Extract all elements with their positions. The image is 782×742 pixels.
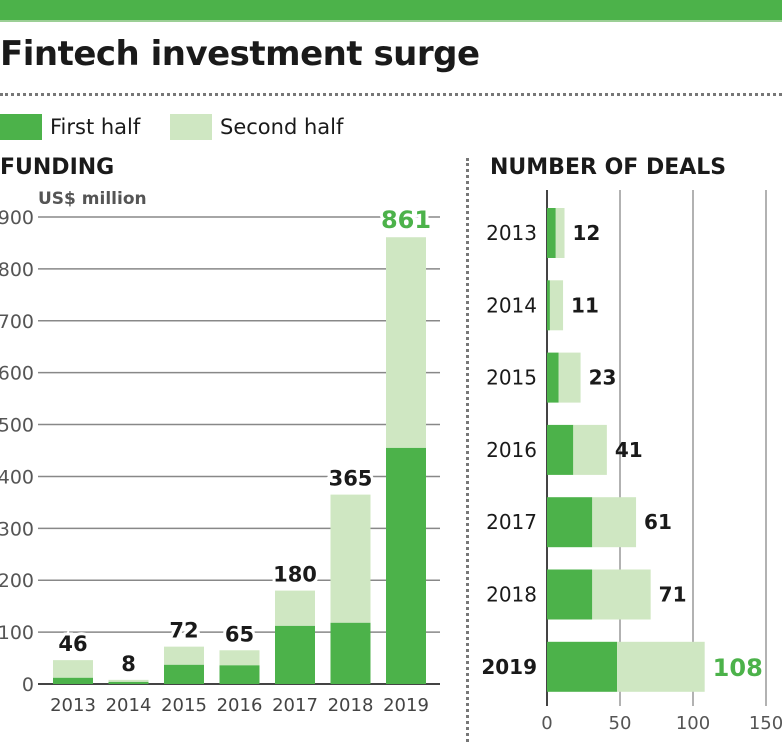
legend-first-half: First half xyxy=(0,113,140,141)
deals-total-label: 41 xyxy=(615,438,643,462)
funding-total-label: 861 xyxy=(381,206,431,234)
deals-bar-first-half xyxy=(547,569,593,620)
deals-total-label: 108 xyxy=(713,654,763,682)
funding-bar-second-half xyxy=(53,660,93,678)
funding-xtick-label: 2018 xyxy=(328,695,374,716)
funding-bar-second-half xyxy=(386,237,426,448)
deals-bar-first-half xyxy=(547,497,593,548)
funding-xtick-label: 2013 xyxy=(50,695,96,716)
deals-chart: 0 50 100 150 12 2013 11 2014 23 2015 41 2016 61 2017 7… xyxy=(481,190,782,734)
deals-category-label: 2014 xyxy=(486,293,537,317)
deals-bar-second-half xyxy=(573,424,607,475)
deals-bar-second-half xyxy=(592,569,651,620)
funding-bar-second-half xyxy=(330,494,371,623)
top-accent-line xyxy=(0,20,782,22)
deals-category-label: 2015 xyxy=(486,366,537,390)
funding-ytick-label: 500 xyxy=(0,415,34,437)
funding-bar-first-half xyxy=(53,677,93,684)
deals-category-label: 2013 xyxy=(486,221,537,245)
legend-swatch-first-half xyxy=(0,114,42,140)
legend-second-half: Second half xyxy=(170,113,343,141)
funding-xtick-label: 2017 xyxy=(272,695,318,716)
funding-ytick-label: 900 xyxy=(0,207,34,229)
funding-bar-second-half xyxy=(164,646,204,665)
funding-xtick-label: 2015 xyxy=(161,695,207,716)
legend-label-second-half: Second half xyxy=(220,115,344,139)
funding-xtick-label: 2014 xyxy=(106,695,152,716)
deals-bar-first-half xyxy=(547,280,550,331)
panel-divider xyxy=(466,158,469,742)
funding-ytick-label: 100 xyxy=(0,622,34,644)
deals-xtick-label: 0 xyxy=(541,713,552,734)
deals-bar-first-half xyxy=(547,641,618,692)
deals-category-label: 2017 xyxy=(486,510,537,534)
chart-title: Fintech investment surge xyxy=(0,34,480,74)
deals-bar-first-half xyxy=(547,352,559,403)
funding-ytick-label: 0 xyxy=(22,674,34,696)
funding-ytick-label: 800 xyxy=(0,259,34,281)
deals-total-label: 71 xyxy=(659,583,687,607)
funding-title: FUNDING xyxy=(0,155,115,180)
deals-bar-first-half xyxy=(547,208,556,258)
funding-bar-first-half xyxy=(275,625,315,684)
funding-ytick-label: 200 xyxy=(0,570,34,592)
top-accent-bar xyxy=(0,0,782,20)
deals-bar-second-half xyxy=(555,208,565,258)
deals-total-label: 61 xyxy=(644,510,672,534)
funding-bar-first-half xyxy=(386,447,426,684)
legend-swatch-second-half xyxy=(170,114,212,140)
legend-label-first-half: First half xyxy=(50,115,141,139)
funding-total-label: 8 xyxy=(121,652,136,676)
title-divider xyxy=(0,93,782,96)
deals-total-label: 23 xyxy=(589,366,617,390)
deals-bar-second-half xyxy=(592,497,637,548)
funding-xtick-label: 2019 xyxy=(383,695,429,716)
funding-bar-first-half xyxy=(219,665,260,684)
deals-xtick-label: 100 xyxy=(676,713,710,734)
deals-bar-second-half xyxy=(617,641,705,692)
funding-ytick-label: 300 xyxy=(0,518,34,540)
deals-title: NUMBER OF DEALS xyxy=(490,155,727,180)
funding-total-label: 46 xyxy=(58,632,87,656)
funding-total-label: 180 xyxy=(273,563,317,587)
funding-ytick-label: 700 xyxy=(0,311,34,333)
funding-bar-second-half xyxy=(219,650,260,666)
funding-bar-first-half xyxy=(164,664,204,684)
funding-ytick-label: 600 xyxy=(0,363,34,385)
deals-total-label: 12 xyxy=(573,221,601,245)
deals-bar-first-half xyxy=(547,424,574,475)
funding-bar-first-half xyxy=(108,681,149,684)
deals-category-label: 2016 xyxy=(486,438,537,462)
funding-unit-label: US$ million xyxy=(38,189,147,209)
deals-bar-second-half xyxy=(558,352,581,403)
deals-category-label: 2019 xyxy=(481,655,537,679)
funding-total-label: 365 xyxy=(329,467,373,491)
funding-chart: 0 100 200 300 400 500 600 700 800 900 46 2013 8 2014 7… xyxy=(0,206,440,716)
funding-total-label: 72 xyxy=(169,619,198,643)
deals-bar-second-half xyxy=(549,280,564,331)
deals-xtick-label: 50 xyxy=(609,713,632,734)
funding-bar-second-half xyxy=(275,590,315,626)
deals-xtick-label: 150 xyxy=(749,713,782,734)
funding-ytick-label: 400 xyxy=(0,466,34,488)
deals-total-label: 11 xyxy=(571,293,599,317)
funding-total-label: 65 xyxy=(225,622,254,646)
deals-category-label: 2018 xyxy=(486,583,537,607)
funding-bar-first-half xyxy=(330,622,371,684)
funding-xtick-label: 2016 xyxy=(217,695,263,716)
funding-bar-second-half xyxy=(108,679,149,682)
